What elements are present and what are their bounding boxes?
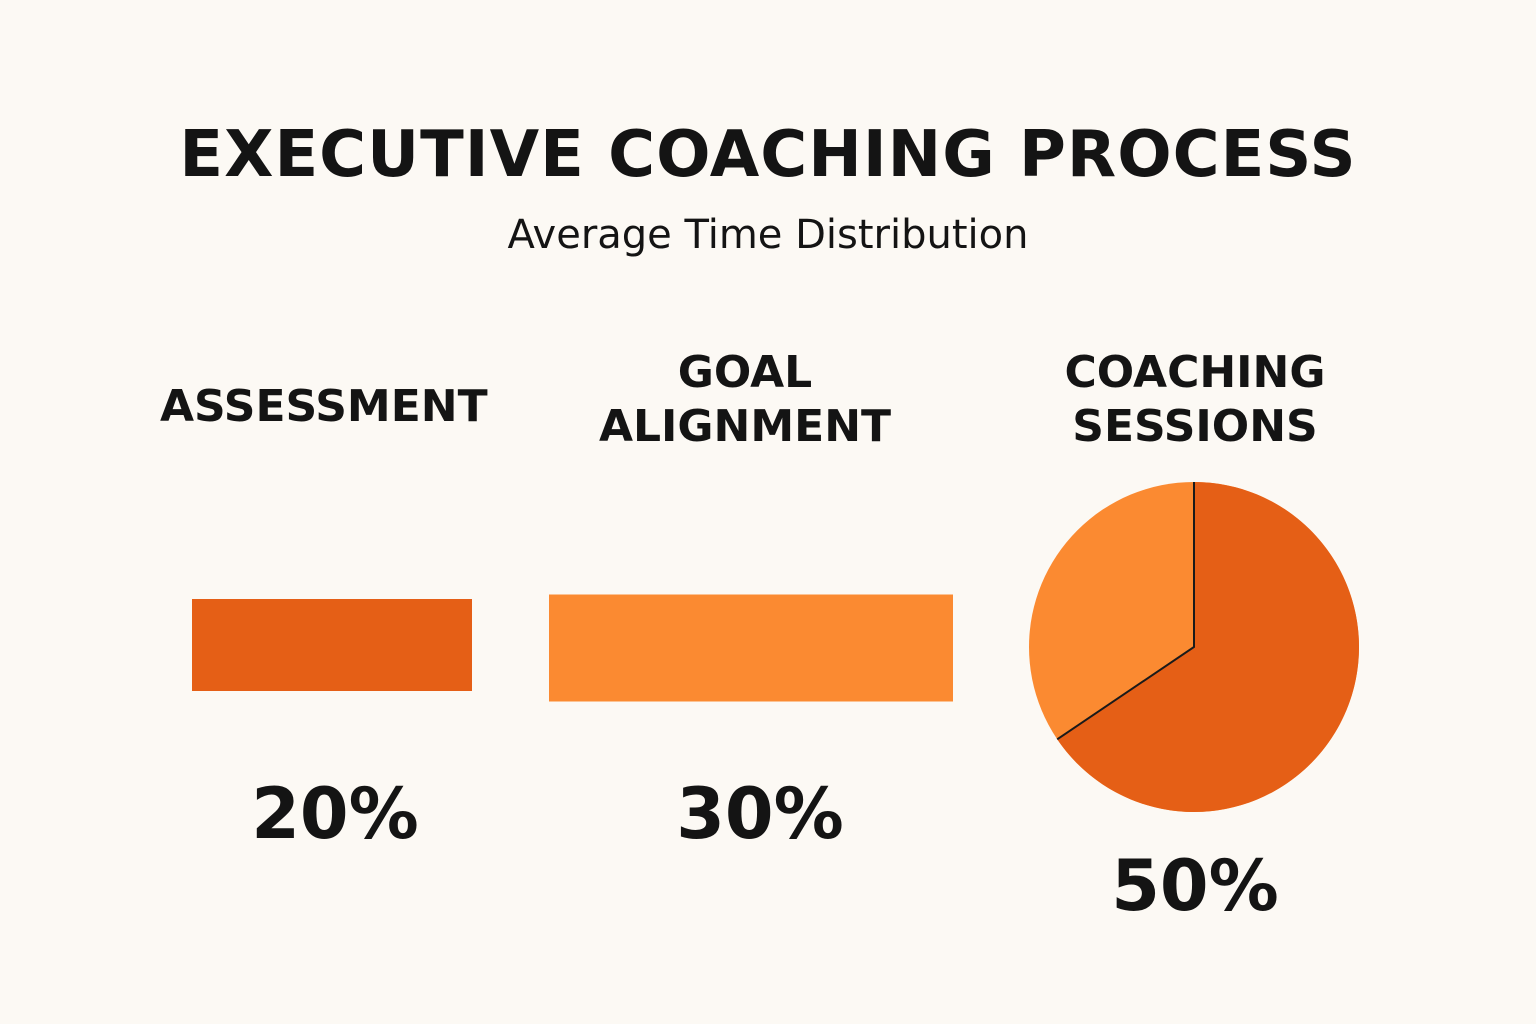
- value-label-coaching-sessions: 50%: [1111, 845, 1279, 927]
- category-label-assessment: ASSESSMENT: [160, 380, 488, 434]
- pie-coaching-sessions: [1029, 482, 1359, 812]
- chart-subtitle: Average Time Distribution: [507, 212, 1029, 258]
- category-label-line: ALIGNMENT: [598, 401, 892, 452]
- category-label-line: COACHING: [1064, 347, 1326, 398]
- bar-goal-alignment: [549, 594, 953, 702]
- pie-slice-divider: [1056, 482, 1195, 741]
- bar-assessment: [192, 599, 472, 691]
- category-label-line: GOAL: [677, 347, 813, 398]
- value-label-assessment: 20%: [251, 773, 419, 855]
- value-label-goal-alignment: 30%: [676, 773, 844, 855]
- category-label-line: SESSIONS: [1072, 401, 1318, 452]
- pie-slice-main: [1057, 482, 1359, 812]
- category-label-goal-alignment: GOAL ALIGNMENT: [580, 346, 910, 454]
- category-label-coaching-sessions: COACHING SESSIONS: [1040, 346, 1350, 454]
- chart-title: EXECUTIVE COACHING PROCESS: [179, 118, 1357, 192]
- category-label-line: ASSESSMENT: [160, 381, 488, 432]
